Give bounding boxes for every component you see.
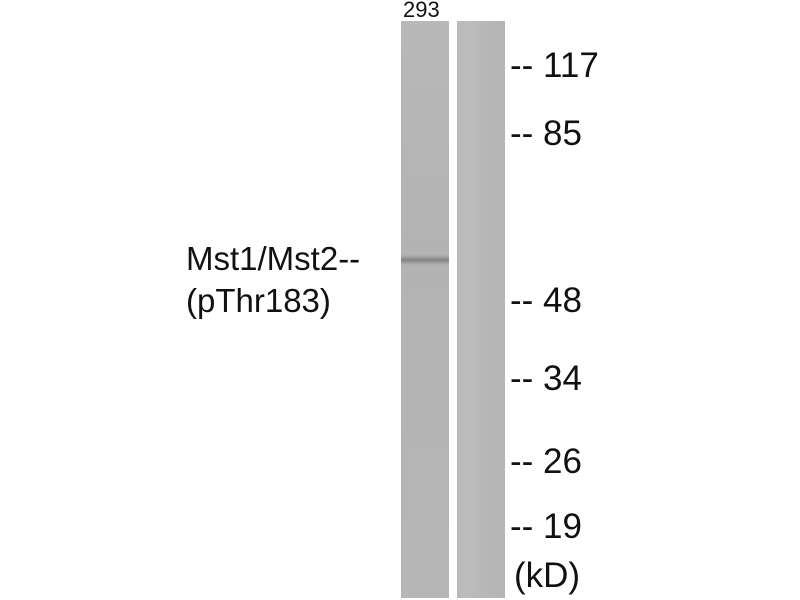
marker-19: -- 19: [510, 507, 582, 546]
marker-34: -- 34: [510, 359, 582, 398]
protein-band: [401, 255, 449, 265]
protein-label-name: Mst1/Mst2--: [186, 240, 361, 277]
lane-label-293: 293: [403, 0, 440, 22]
marker-26: -- 26: [510, 442, 582, 481]
marker-48: -- 48: [510, 281, 582, 320]
marker-117: -- 117: [510, 46, 599, 85]
unit-label: (kD): [514, 556, 581, 595]
protein-label-site: (pThr183): [186, 282, 331, 319]
marker-85: -- 85: [510, 114, 582, 153]
blot-lane-2: [457, 21, 505, 598]
blot-lane-1: [401, 21, 449, 598]
